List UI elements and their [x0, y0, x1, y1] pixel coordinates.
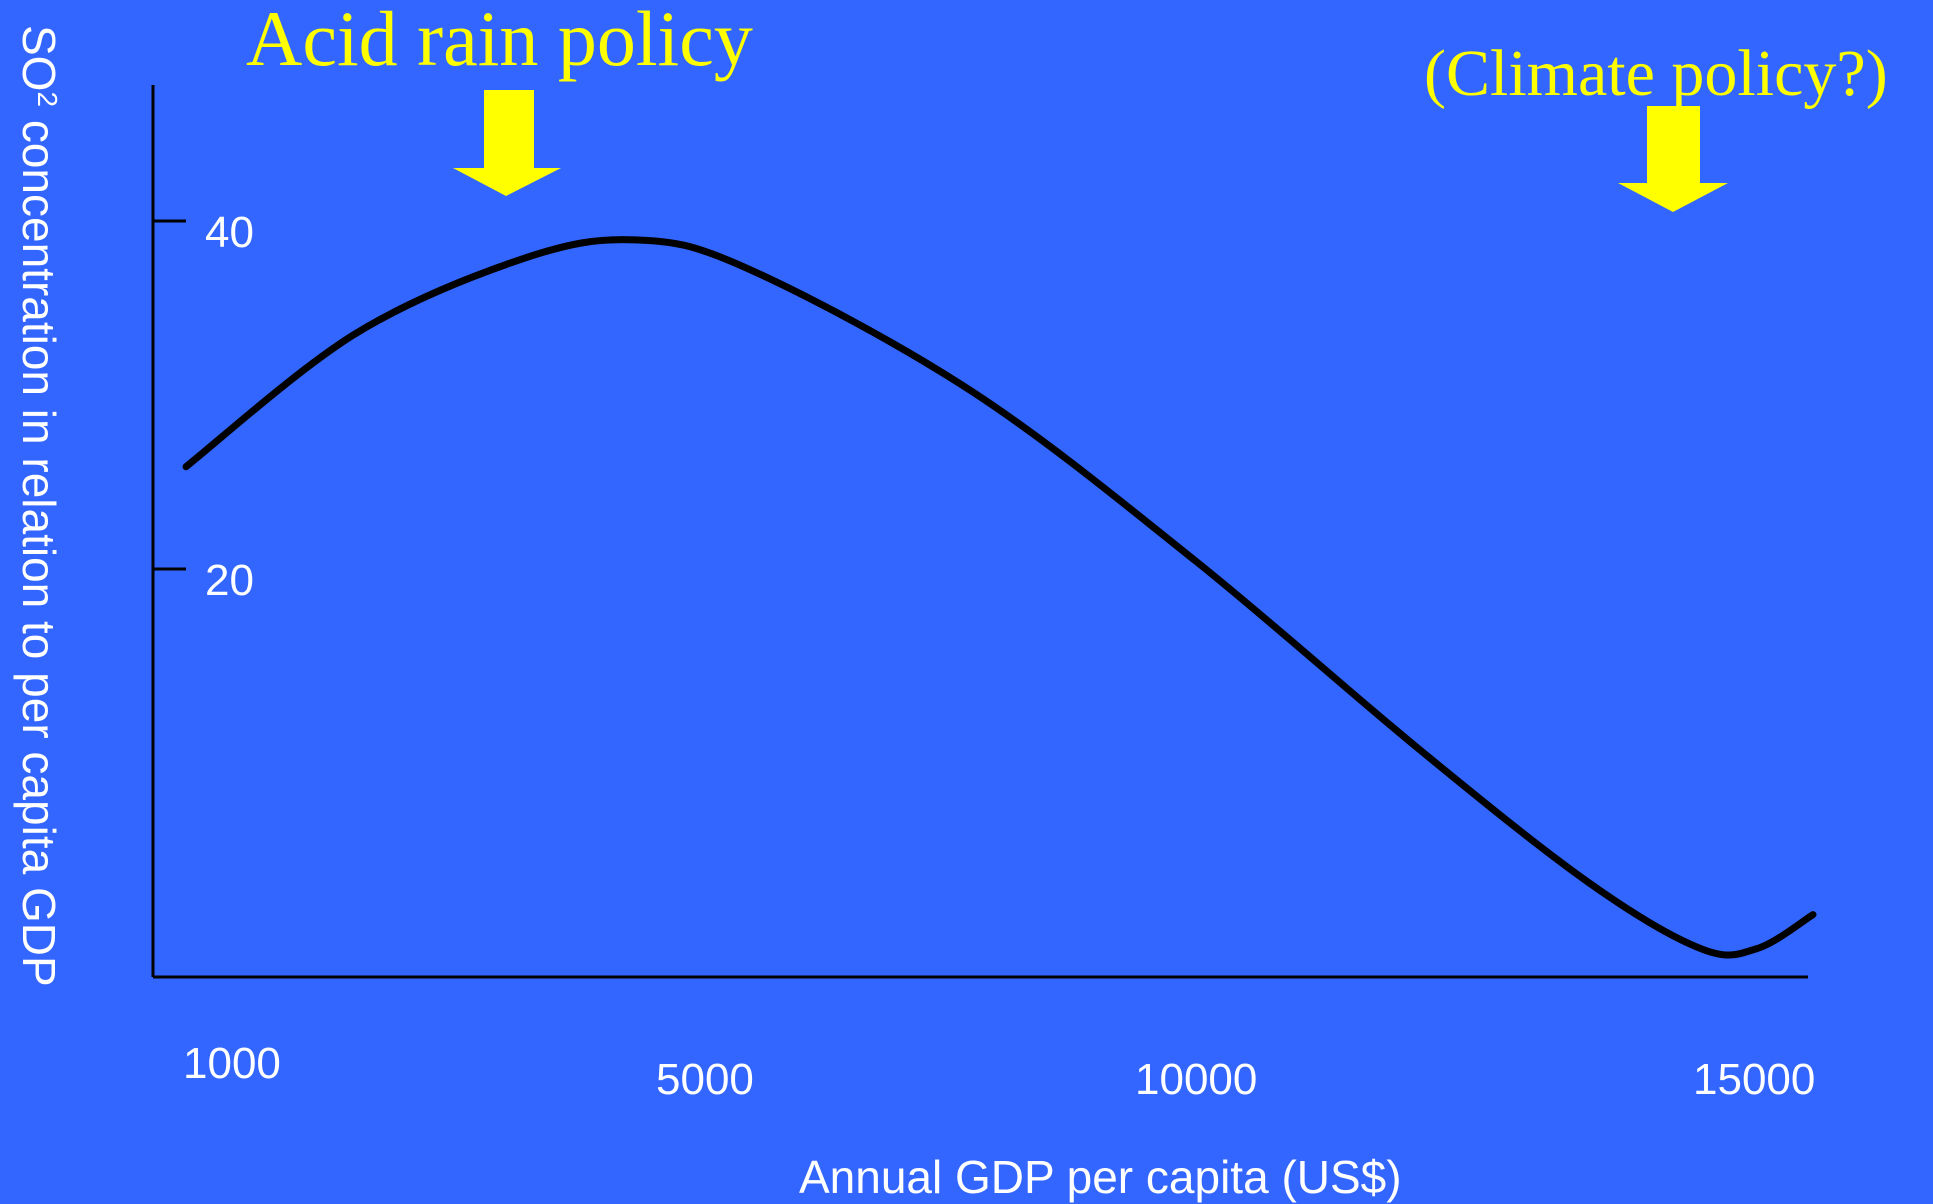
- y-tick-label-40: 40: [205, 208, 254, 257]
- acid-rain-arrow-icon: [453, 90, 561, 196]
- y-axis-title-superscript: 2: [33, 91, 64, 107]
- x-tick-label-5000: 5000: [656, 1055, 754, 1104]
- x-tick-label-10000: 10000: [1135, 1055, 1257, 1104]
- x-tick-label-15000: 15000: [1693, 1055, 1815, 1104]
- climate-policy-label: (Climate policy?): [1424, 37, 1888, 110]
- y-axis-title-so: SO: [13, 25, 65, 91]
- so2-curve-line: [182, 236, 1817, 959]
- climate-policy-arrow-icon: [1618, 106, 1728, 212]
- y-axis-title: SO2 concentration in relation to per cap…: [13, 25, 65, 987]
- x-tick-label-1000: 1000: [183, 1039, 281, 1088]
- acid-rain-policy-label: Acid rain policy: [246, 0, 753, 82]
- x-axis-title: Annual GDP per capita (US$): [799, 1151, 1402, 1203]
- y-axis-title-rest: concentration in relation to per capita …: [13, 107, 65, 987]
- y-tick-label-20: 20: [205, 556, 254, 605]
